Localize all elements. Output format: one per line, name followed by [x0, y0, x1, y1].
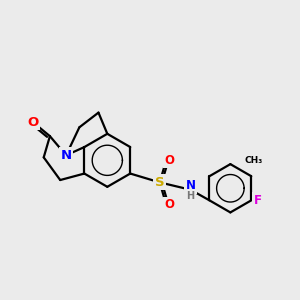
- Text: F: F: [254, 194, 262, 207]
- Text: S: S: [155, 176, 164, 189]
- Text: O: O: [27, 116, 38, 128]
- Text: O: O: [165, 154, 175, 167]
- Text: O: O: [165, 198, 175, 211]
- Text: H: H: [187, 191, 195, 201]
- Text: CH₃: CH₃: [244, 156, 263, 165]
- Text: N: N: [186, 179, 196, 192]
- Text: N: N: [61, 149, 72, 162]
